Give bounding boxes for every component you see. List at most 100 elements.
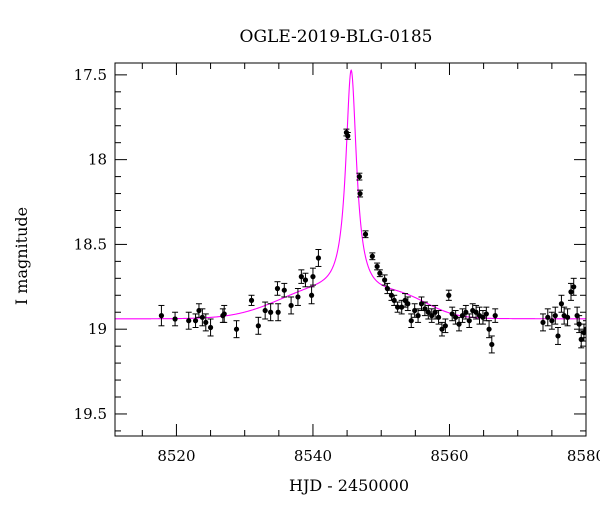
point-marker (357, 190, 363, 197)
y-tick-label: 19 (88, 320, 107, 338)
data-point (425, 304, 432, 320)
y-tick-label: 18.5 (74, 235, 107, 253)
data-point (267, 303, 274, 322)
x-tick-label: 8520 (157, 447, 195, 465)
data-point (435, 310, 442, 325)
point-marker (288, 302, 294, 309)
point-marker (248, 297, 255, 303)
data-point (555, 326, 562, 345)
data-point (221, 304, 228, 323)
y-tick-label: 18 (88, 151, 107, 169)
data-point (262, 301, 269, 320)
point-marker (158, 313, 165, 319)
data-point (195, 303, 202, 318)
y-tick-label: 17.5 (74, 66, 107, 84)
y-axis-label: I magnitude (12, 207, 31, 305)
data-point (558, 294, 565, 313)
point-marker (473, 309, 479, 315)
data-point (344, 132, 351, 140)
point-marker (310, 274, 316, 280)
data-point (357, 189, 364, 198)
data-point (570, 277, 577, 296)
point-marker (540, 319, 546, 326)
data-point (483, 306, 490, 322)
point-marker (453, 314, 459, 320)
data-point (459, 308, 466, 323)
point-marker (369, 253, 375, 259)
point-marker (549, 318, 555, 324)
x-axis: 8520 8540 8560 8580 (141, 63, 600, 465)
data-point (158, 304, 165, 327)
point-marker (382, 277, 388, 283)
data-point (248, 294, 255, 306)
point-marker (308, 292, 315, 298)
point-marker (356, 173, 362, 180)
point-marker (298, 274, 304, 280)
data-point (172, 311, 179, 327)
point-marker (483, 311, 489, 317)
data-point (544, 308, 551, 327)
point-marker (459, 313, 466, 319)
data-point (428, 308, 435, 323)
point-marker (274, 285, 281, 292)
data-point (432, 304, 439, 320)
data-point (442, 318, 449, 334)
point-marker (564, 314, 571, 320)
data-point (275, 303, 282, 322)
data-point (404, 296, 411, 312)
data-point (374, 262, 381, 271)
data-point (294, 287, 301, 306)
point-marker (489, 341, 495, 348)
point-marker (442, 323, 448, 329)
data-point (192, 313, 199, 328)
data-point (488, 335, 495, 354)
chart-title: OGLE-2019-BLG-0185 (240, 27, 433, 47)
data-point (415, 308, 422, 323)
x-tick-label: 8560 (430, 447, 468, 465)
data-point (315, 249, 322, 267)
data-point (202, 313, 209, 332)
point-marker (558, 301, 565, 307)
point-marker (571, 284, 577, 290)
data-point (185, 311, 192, 330)
point-marker (576, 321, 582, 327)
point-marker (275, 309, 281, 315)
model-curve (115, 69, 586, 320)
point-marker (192, 318, 199, 324)
point-marker (492, 313, 498, 319)
point-marker (262, 307, 268, 314)
point-marker (281, 287, 287, 293)
point-marker (199, 314, 205, 320)
y-tick-label: 19.5 (74, 405, 107, 423)
data-point (492, 308, 499, 323)
data-point (255, 316, 262, 335)
point-marker (233, 326, 240, 332)
point-marker (255, 323, 261, 329)
data-point (548, 311, 555, 330)
point-marker (429, 313, 435, 319)
data-point (552, 306, 559, 325)
data-point (438, 321, 445, 337)
point-marker (345, 133, 351, 139)
data-point (462, 304, 469, 320)
data-point (486, 320, 493, 339)
data-point (473, 304, 480, 320)
point-marker (315, 255, 322, 261)
point-marker (466, 318, 472, 324)
data-point (479, 310, 486, 325)
data-point (308, 286, 315, 305)
data-point (309, 267, 316, 286)
data-point (376, 269, 383, 278)
point-marker (374, 263, 380, 270)
point-marker (545, 314, 551, 320)
data-point (564, 308, 571, 327)
point-marker (268, 309, 274, 315)
plot-area (115, 69, 586, 354)
data-point (298, 269, 305, 284)
point-marker (186, 318, 192, 324)
x-tick-label: 8580 (567, 447, 600, 465)
point-marker (425, 309, 431, 315)
point-marker (172, 316, 178, 322)
data-point (274, 281, 281, 296)
point-marker (552, 313, 558, 319)
